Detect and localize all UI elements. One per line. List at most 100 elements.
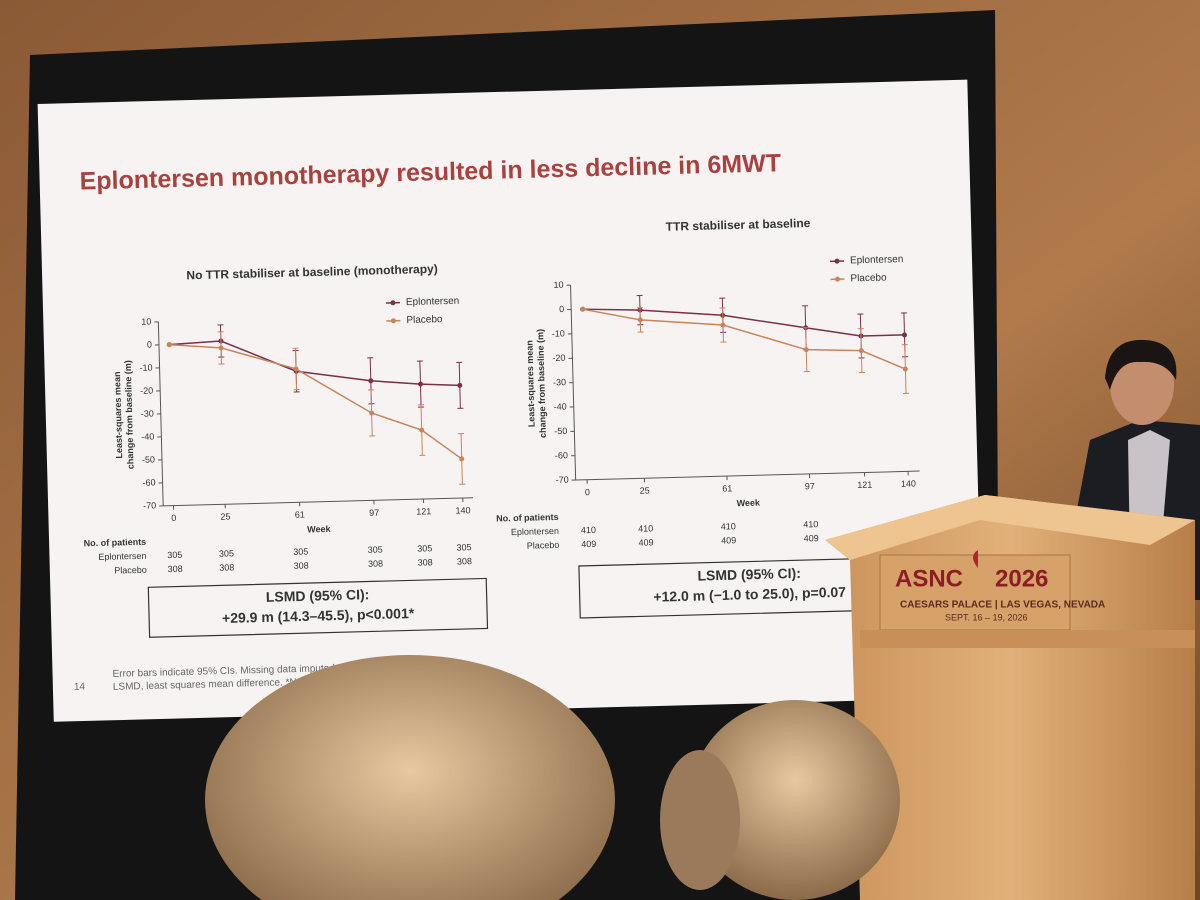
patients-count: 410: [581, 525, 596, 535]
audience-head: [660, 750, 740, 890]
y-tick-label: 10: [553, 280, 563, 290]
lsmd-text: LSMD (95% CI):: [697, 565, 801, 584]
lsmd-text: +29.9 m (14.3–45.5), p<0.001*: [222, 605, 415, 626]
x-tick-label: 97: [805, 481, 815, 491]
x-axis: [575, 470, 920, 481]
x-axis-label: Week: [736, 498, 761, 509]
marker: [293, 366, 299, 372]
y-tick-label: -10: [139, 362, 152, 372]
podium-venue: CAESARS PALACE | LAS VEGAS, NEVADA: [900, 600, 1105, 611]
legend-marker: [390, 318, 396, 324]
patients-label: No. of patients: [84, 537, 147, 549]
patients-count: 305: [417, 543, 432, 553]
y-tick-label: -40: [141, 431, 154, 441]
marker: [218, 345, 224, 351]
patients-count: 308: [457, 556, 472, 566]
patients-count: 305: [293, 546, 308, 556]
legend-marker: [834, 258, 840, 264]
marker: [457, 382, 463, 388]
patients-count: 305: [219, 548, 234, 558]
patients-count: 409: [804, 533, 819, 543]
legend-marker: [834, 276, 840, 282]
marker: [858, 348, 864, 354]
y-tick-label: -30: [141, 408, 154, 418]
marker: [720, 322, 726, 328]
legend-label: Eplontersen: [850, 254, 904, 266]
y-axis-label: Least-squares mean: [524, 340, 536, 427]
patients-count: 410: [638, 523, 653, 533]
marker: [419, 427, 425, 433]
podium-panel: [879, 554, 1071, 631]
podium-year: 2026: [995, 565, 1048, 592]
x-axis-label: Week: [307, 524, 332, 535]
patients-row-label: Eplontersen: [98, 551, 146, 562]
y-tick-label: -60: [142, 477, 155, 487]
y-tick-label: -60: [555, 450, 568, 460]
patients-count: 410: [803, 519, 818, 529]
patients-count: 305: [167, 550, 182, 560]
x-tick-label: 121: [857, 480, 872, 490]
patients-row-label: Placebo: [527, 540, 560, 551]
x-tick-label: 140: [455, 505, 470, 515]
patients-count: 410: [721, 521, 736, 531]
y-tick-label: -20: [140, 385, 153, 395]
marker: [580, 306, 586, 312]
x-tick-label: 61: [722, 483, 732, 493]
chart-title: No TTR stabiliser at baseline (monothera…: [186, 262, 438, 283]
patients-count: 305: [368, 545, 383, 555]
patients-count: 305: [456, 542, 471, 552]
legend-label: Placebo: [850, 272, 887, 284]
patients-count: 409: [721, 535, 736, 545]
legend-marker: [390, 300, 396, 306]
slide: Eplontersen monotherapy resulted in less…: [37, 79, 984, 722]
marker: [459, 456, 465, 462]
patients-count: 409: [581, 539, 596, 549]
x-axis: [163, 497, 474, 507]
y-tick-label: -70: [143, 500, 156, 510]
audience-head: [690, 700, 900, 900]
y-axis-label: Least-squares mean: [112, 371, 124, 458]
lsmd-box: [147, 577, 489, 638]
x-tick-label: 25: [640, 485, 650, 495]
marker: [803, 347, 809, 353]
y-tick-label: 10: [141, 316, 151, 326]
x-tick-label: 0: [171, 513, 176, 523]
slide-number: 14: [74, 682, 86, 693]
patients-count: 409: [638, 537, 653, 547]
patients-count: 308: [168, 564, 183, 574]
series-line: [582, 308, 905, 337]
y-tick-label: -20: [552, 353, 565, 363]
patients-count: 308: [219, 562, 234, 572]
marker: [417, 381, 423, 387]
audience-head: [205, 655, 615, 900]
podium: ASNC 2026 CAESARS PALACE | LAS VEGAS, NE…: [825, 495, 1195, 900]
patients-row-label: Placebo: [114, 565, 147, 576]
y-tick-label: -50: [142, 454, 155, 464]
y-tick-label: -10: [552, 328, 565, 338]
x-tick-label: 121: [416, 506, 431, 516]
podium-dates: SEPT. 16 – 19, 2026: [945, 612, 1028, 622]
x-tick-label: 61: [295, 510, 305, 520]
podium-molding: [860, 630, 1195, 648]
x-tick-label: 25: [220, 511, 230, 521]
audience: [205, 655, 900, 900]
podium-top: [825, 495, 1195, 560]
marker: [637, 317, 643, 323]
series-line: [169, 343, 463, 460]
patients-count: 308: [294, 560, 309, 570]
y-tick-label: -30: [553, 377, 566, 387]
marker: [166, 342, 172, 348]
chart-title: TTR stabiliser at baseline: [666, 216, 811, 234]
x-tick-label: 0: [585, 487, 590, 497]
lsmd-text: +12.0 m (−1.0 to 25.0), p=0.07: [653, 584, 846, 605]
patients-row-label: Eplontersen: [511, 526, 559, 537]
y-tick-label: -70: [555, 475, 568, 485]
marker: [369, 410, 375, 416]
patients-count: 308: [368, 559, 383, 569]
series-line: [582, 308, 906, 370]
legend-label: Eplontersen: [406, 296, 460, 308]
podium-brand: ASNC: [895, 565, 963, 592]
speaker-hair: [1105, 339, 1177, 390]
marker: [368, 378, 374, 384]
y-axis-label: change from baseline (m): [535, 329, 548, 438]
